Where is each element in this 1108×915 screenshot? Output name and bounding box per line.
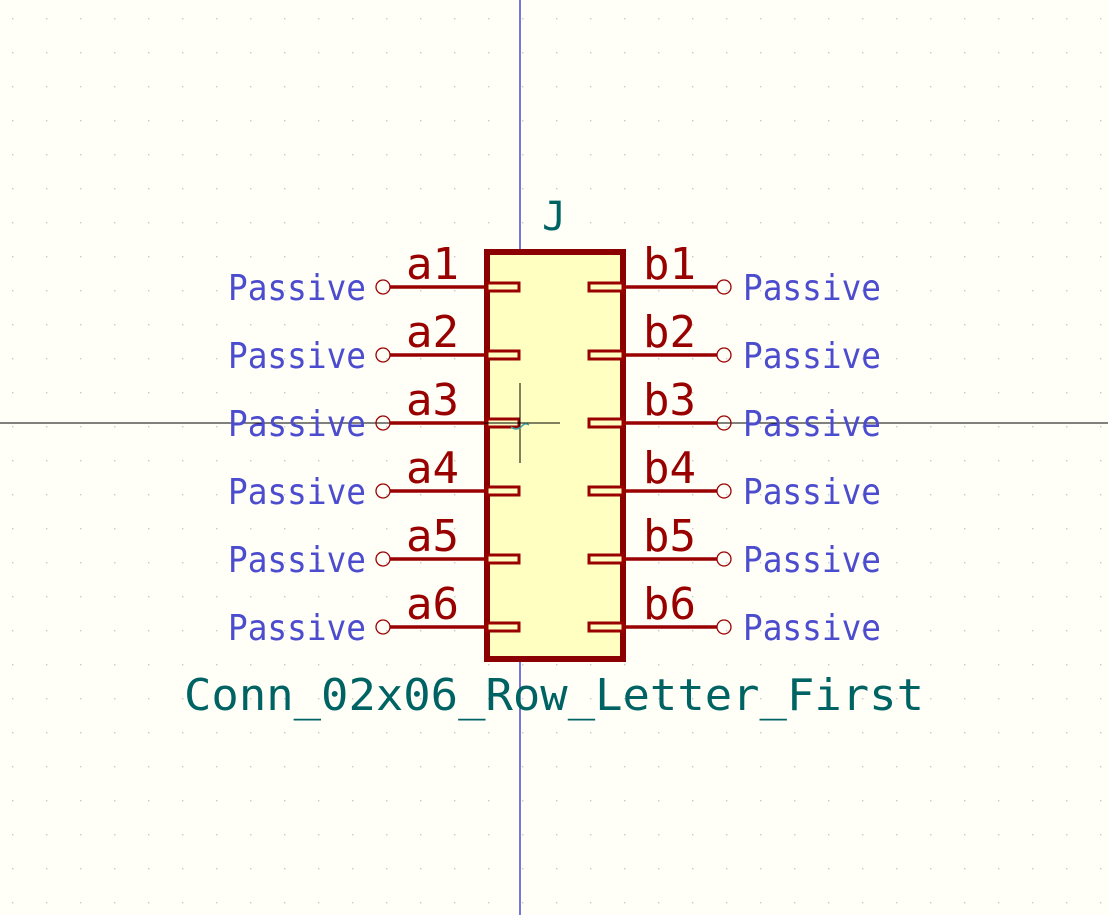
pin-stub (485, 621, 521, 633)
pin-a6[interactable]: a6 Passive (228, 579, 521, 649)
pin-type-label: Passive (228, 608, 366, 649)
pin-b6[interactable]: b6 Passive (587, 579, 881, 649)
pin-number-label: b2 (643, 307, 696, 358)
pin-stub (485, 281, 521, 293)
pin-type-label: Passive (228, 472, 366, 513)
pin-number-label: a4 (406, 443, 459, 494)
pin-type-label: Passive (228, 268, 366, 309)
pin-end-circle-icon (716, 551, 732, 567)
pin-type-label: Passive (228, 404, 366, 445)
pin-end-circle-icon (716, 415, 732, 431)
value-field[interactable]: Conn_02x06_Row_Letter_First (184, 670, 924, 721)
pin-type-label: Passive (743, 268, 881, 309)
pin-stub (485, 485, 521, 497)
pin-end-circle-icon (716, 619, 732, 635)
pin-end-circle-icon (375, 347, 391, 363)
pin-stub (485, 349, 521, 361)
pin-number-label: a2 (406, 307, 459, 358)
pin-end-circle-icon (375, 279, 391, 295)
pin-end-circle-icon (716, 483, 732, 499)
pin-b2[interactable]: b2 Passive (587, 307, 881, 377)
pin-number-label: a3 (406, 375, 459, 426)
pin-end-circle-icon (375, 483, 391, 499)
pin-stub (485, 553, 521, 565)
left-pin-group: a1 Passive a2 Passive a3 Passive a4 Passive a5 Pa… (228, 239, 521, 649)
pin-number-label: b3 (643, 375, 696, 426)
pin-stub (587, 417, 625, 429)
pin-type-label: Passive (743, 540, 881, 581)
reference-field[interactable]: J (542, 194, 566, 240)
pin-type-label: Passive (228, 540, 366, 581)
pin-stub (587, 349, 625, 361)
pin-type-label: Passive (743, 336, 881, 377)
pin-b3[interactable]: b3 Passive (587, 375, 881, 445)
pin-a1[interactable]: a1 Passive (228, 239, 521, 309)
pin-end-circle-icon (375, 551, 391, 567)
pin-end-circle-icon (716, 279, 732, 295)
pin-type-label: Passive (743, 608, 881, 649)
pin-number-label: a1 (406, 239, 459, 290)
pin-number-label: b6 (643, 579, 696, 630)
pin-number-label: b1 (643, 239, 696, 290)
pin-stub (587, 621, 625, 633)
pin-number-label: a6 (406, 579, 459, 630)
right-pin-group: b1 Passive b2 Passive b3 Passive b4 Passive b5 Pa… (587, 239, 881, 649)
pin-stub (587, 553, 625, 565)
pin-a2[interactable]: a2 Passive (228, 307, 521, 377)
pin-number-label: b4 (643, 443, 696, 494)
pin-b1[interactable]: b1 Passive (587, 239, 881, 309)
pin-end-circle-icon (716, 347, 732, 363)
anchor-mark-icon (510, 423, 530, 430)
pin-b5[interactable]: b5 Passive (587, 511, 881, 581)
pin-end-circle-icon (375, 619, 391, 635)
component-body[interactable] (484, 249, 626, 662)
pin-type-label: Passive (743, 404, 881, 445)
pin-b4[interactable]: b4 Passive (587, 443, 881, 513)
pin-a5[interactable]: a5 Passive (228, 511, 521, 581)
pin-number-label: b5 (643, 511, 696, 562)
pin-type-label: Passive (743, 472, 881, 513)
pin-type-label: Passive (228, 336, 366, 377)
pin-a3[interactable]: a3 Passive (228, 375, 521, 445)
pin-stub (587, 281, 625, 293)
pin-number-label: a5 (406, 511, 459, 562)
pin-stub (587, 485, 625, 497)
pin-a4[interactable]: a4 Passive (228, 443, 521, 513)
